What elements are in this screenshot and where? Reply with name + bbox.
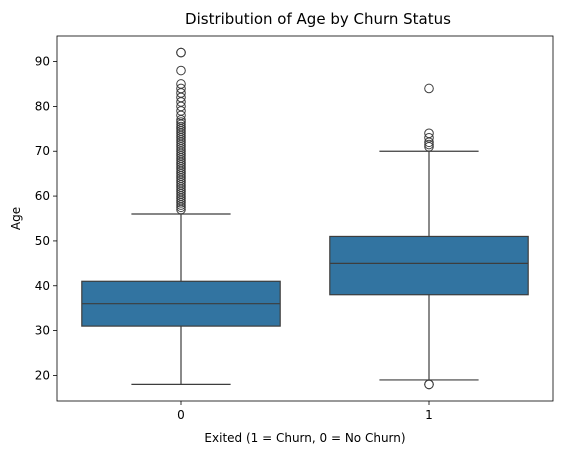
y-tick-label: 80 — [35, 99, 50, 113]
box-group-0 — [81, 47, 281, 386]
outlier-point — [176, 121, 186, 132]
y-tick-label: 20 — [35, 368, 50, 382]
box-iqr — [329, 235, 529, 296]
x-tick-label: 0 — [177, 408, 185, 422]
chart-title: Distribution of Age by Churn Status — [185, 10, 451, 28]
outlier-point — [176, 65, 186, 76]
y-tick-label: 60 — [35, 189, 50, 203]
outlier-point — [424, 128, 434, 139]
y-tick-label: 30 — [35, 324, 50, 338]
outlier-point — [424, 379, 434, 390]
outlier-point — [176, 83, 186, 94]
outlier-point — [176, 47, 186, 58]
x-tick-label: 1 — [425, 408, 433, 422]
outlier-point — [424, 139, 434, 150]
outlier-point — [176, 79, 186, 89]
y-axis: 20 30 40 50 60 70 80 90 — [35, 55, 57, 382]
box-group-1 — [329, 83, 529, 390]
x-axis-label: Exited (1 = Churn, 0 = No Churn) — [204, 431, 405, 445]
y-tick-label: 70 — [35, 144, 50, 158]
outlier-point — [424, 83, 434, 94]
outlier-point — [176, 117, 186, 127]
y-tick-label: 50 — [35, 234, 50, 248]
plot-frame — [56, 35, 554, 402]
y-tick-label: 40 — [35, 279, 50, 293]
plot-marks — [81, 47, 529, 390]
y-tick-label: 90 — [35, 55, 50, 69]
y-axis-label: Age — [9, 207, 23, 230]
outlier-point — [424, 132, 434, 143]
